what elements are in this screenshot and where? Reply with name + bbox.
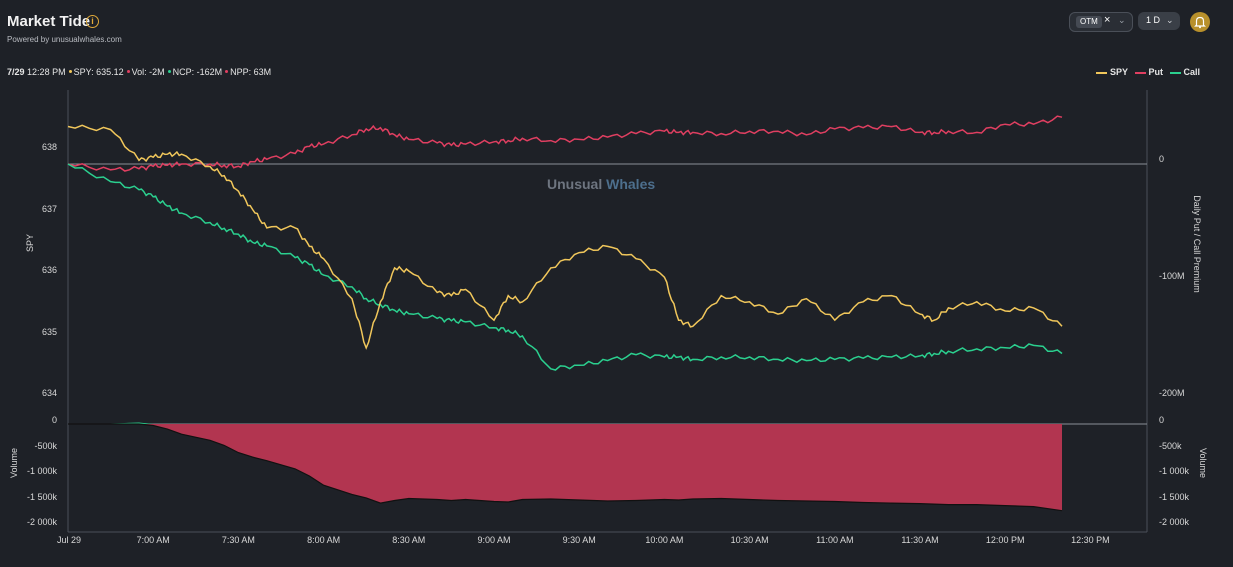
spy-tick-label: 635 (41, 326, 57, 337)
powered-by-text: Powered by unusualwhales.com (7, 35, 122, 44)
spy-tick-label: 637 (41, 203, 57, 214)
volume-axis-title-right: Volume (1198, 447, 1209, 479)
close-icon[interactable]: × (1104, 14, 1111, 26)
premium-axis-title: Daily Put / Call Premium (1191, 195, 1202, 293)
timeframe-select[interactable]: 1 D ⌄ (1138, 12, 1180, 30)
vol-dot (126, 70, 130, 74)
volume-tick-label-left: -2 000k (26, 517, 57, 527)
x-tick-label: 11:00 AM (816, 535, 854, 545)
spy-tick-label: 634 (41, 388, 57, 398)
volume-tick-label-left: -1 000k (26, 466, 57, 476)
premium-tick-label: -200M (1159, 388, 1185, 398)
status-date: 7/29 (7, 67, 25, 77)
status-ncp: NCP: -162M (172, 67, 223, 77)
chevron-down-icon: ⌄ (1118, 15, 1126, 25)
x-tick-label: 8:00 AM (307, 535, 341, 545)
spy-dot (68, 70, 72, 74)
volume-tick-label-right: -2 000k (1159, 517, 1190, 527)
otm-filter-select[interactable]: OTM × ⌄ (1069, 12, 1133, 32)
volume-tick-label-right: -1 500k (1159, 491, 1190, 502)
bell-icon[interactable] (1190, 12, 1210, 32)
ncp-dot (167, 70, 171, 74)
info-circle-icon[interactable]: i (86, 15, 99, 28)
x-tick-label: 7:00 AM (136, 535, 170, 545)
x-tick-label: 12:30 PM (1071, 535, 1110, 545)
volume-tick-label-left: -500k (34, 440, 57, 451)
status-npp: NPP: 63M (230, 67, 272, 77)
legend-item-spy[interactable]: SPY (1096, 67, 1128, 77)
status-vol: Vol: -2M (131, 67, 165, 77)
status-bar: 7/29 12:28 PM SPY: 635.12 Vol: -2M NCP: -16… (7, 67, 271, 77)
x-tick-label: 7:30 AM (221, 535, 255, 545)
x-tick-label: 10:00 AM (645, 535, 684, 545)
premium-tick-label: -100M (1159, 271, 1185, 281)
legend-item-call[interactable]: Call (1169, 67, 1200, 77)
watermark: Unusual Whales (547, 176, 656, 192)
otm-filter-chip: OTM (1076, 16, 1102, 28)
volume-tick-label-right: 0 (1159, 415, 1165, 425)
status-spy: SPY: 635.12 (73, 67, 124, 77)
chart-legend: SPY Put Call (1092, 67, 1200, 77)
x-tick-label: 9:30 AM (562, 535, 596, 545)
status-time: 12:28 PM (27, 67, 66, 77)
x-tick-label: 12:00 PM (985, 535, 1025, 545)
volume-tick-label-right: -500k (1159, 440, 1182, 451)
x-tick-label: Jul 29 (57, 535, 82, 545)
volume-area (68, 424, 1062, 511)
volume-tick-label-left: 0 (51, 415, 57, 425)
series-line-put (67, 115, 1063, 172)
x-tick-label: 11:30 AM (901, 535, 939, 545)
spy-tick-label: 638 (41, 142, 57, 152)
x-tick-label: 10:30 AM (730, 535, 769, 545)
series-line-call (67, 163, 1063, 371)
volume-tick-label-right: -1 000k (1159, 466, 1190, 476)
x-tick-label: 8:30 AM (392, 535, 426, 545)
timeframe-label: 1 D (1146, 15, 1161, 25)
page-title: Market Tide (7, 13, 91, 30)
chevron-down-icon: ⌄ (1166, 15, 1174, 25)
volume-area-edge (68, 423, 1063, 512)
npp-dot (225, 70, 229, 74)
volume-tick-label-left: -1 500k (26, 491, 57, 502)
series-line-spy (67, 124, 1063, 350)
spy-tick-label: 636 (41, 265, 57, 275)
spy-axis-title: SPY (25, 233, 36, 253)
legend-item-put[interactable]: Put (1134, 67, 1163, 77)
premium-tick-label: 0 (1159, 154, 1165, 164)
volume-axis-title-left: Volume (9, 447, 20, 479)
x-tick-label: 9:00 AM (477, 535, 511, 545)
